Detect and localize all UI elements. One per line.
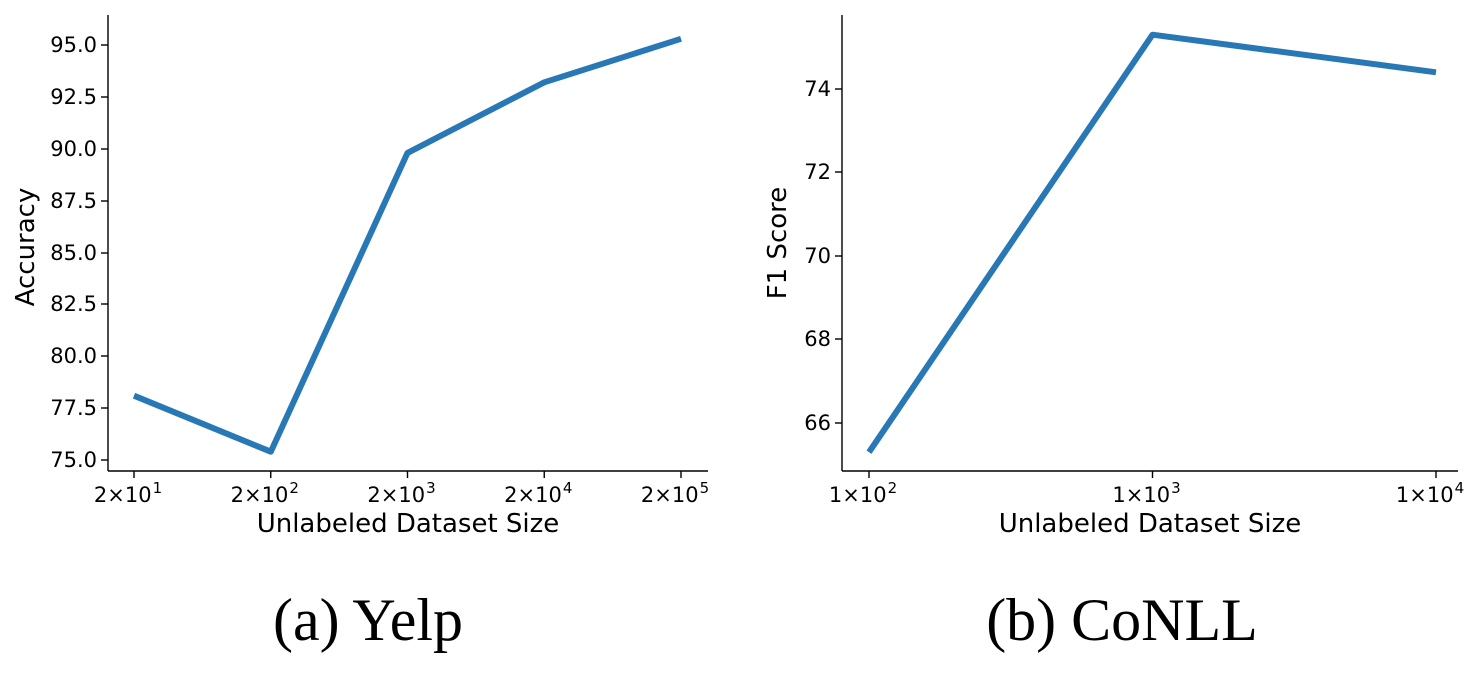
series-line	[132, 35, 682, 455]
y-tick-label: 85.0	[50, 241, 97, 265]
x-tick-label: 2×102	[231, 479, 299, 507]
x-axis-title: Unlabeled Dataset Size	[257, 509, 560, 539]
y-tick-label: 74	[804, 77, 831, 101]
panel-caption: (b) CoNLL	[986, 587, 1258, 653]
y-tick-label: 77.5	[50, 396, 97, 420]
x-tick-label: 2×103	[367, 479, 435, 507]
y-axis-title: F1 Score	[763, 187, 793, 300]
y-tick-label: 66	[804, 411, 831, 435]
panel-yelp: 75.0 77.5 80.0 82.5 85.0 87.5 90.0 92.5 95.0 2×10…	[11, 15, 709, 653]
x-tick-label: 2×104	[504, 479, 572, 507]
series-line	[866, 31, 1437, 454]
y-tick-label: 80.0	[50, 344, 97, 368]
x-tick-label: 2×101	[94, 479, 162, 507]
y-tick-label: 72	[804, 160, 831, 184]
y-tick-label: 95.0	[50, 33, 97, 57]
y-tick-label: 68	[804, 327, 831, 351]
x-tick-label: 1×104	[1396, 479, 1464, 507]
x-tick-label: 2×105	[641, 479, 709, 507]
y-axis-title: Accuracy	[11, 188, 41, 307]
x-tick-label: 1×103	[1112, 479, 1180, 507]
x-tick-label: 1×102	[829, 479, 897, 507]
y-tick-label: 75.0	[50, 448, 97, 472]
y-tick-label: 92.5	[50, 85, 97, 109]
panel-conll: 66 68 70 72 74 1×102 1×103 1×104 Unlabeled Datas…	[763, 15, 1464, 653]
y-tick-label: 87.5	[50, 189, 97, 213]
y-tick-label: 82.5	[50, 292, 97, 316]
y-tick-label: 70	[804, 244, 831, 268]
panel-caption: (a) Yelp	[273, 587, 463, 653]
y-tick-label: 90.0	[50, 137, 97, 161]
x-axis-title: Unlabeled Dataset Size	[999, 509, 1302, 539]
